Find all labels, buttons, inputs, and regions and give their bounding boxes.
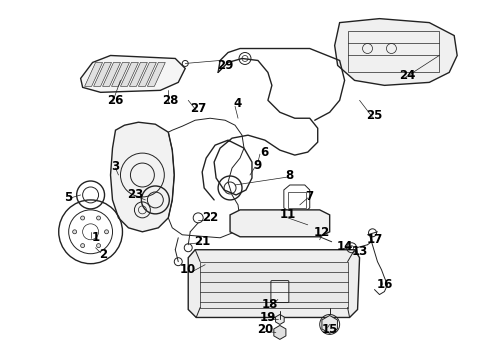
Text: 21: 21 [194,235,210,248]
Circle shape [97,244,100,248]
Text: 25: 25 [367,109,383,122]
Text: 29: 29 [217,59,233,72]
Polygon shape [85,62,102,86]
Polygon shape [200,262,347,307]
Polygon shape [274,325,286,339]
Polygon shape [230,210,330,237]
Text: 3: 3 [111,159,120,172]
Text: 24: 24 [399,69,416,82]
Circle shape [97,216,100,220]
Text: 1: 1 [92,231,99,244]
Polygon shape [112,62,129,86]
Polygon shape [335,19,457,85]
Polygon shape [188,250,360,318]
Text: 12: 12 [314,226,330,239]
Text: 5: 5 [65,192,73,204]
Text: 13: 13 [351,245,368,258]
Text: 16: 16 [376,278,392,291]
Polygon shape [129,62,147,86]
Circle shape [104,230,108,234]
Text: 14: 14 [337,240,353,253]
Text: 6: 6 [260,145,268,159]
Text: 20: 20 [257,323,273,336]
Polygon shape [102,62,121,86]
Text: 15: 15 [321,323,338,336]
Polygon shape [111,122,174,232]
Text: 27: 27 [190,102,206,115]
Polygon shape [121,62,138,86]
Text: 22: 22 [202,211,218,224]
Polygon shape [94,62,112,86]
Polygon shape [275,315,284,324]
Text: 10: 10 [180,263,196,276]
Text: 17: 17 [367,233,383,246]
Text: 23: 23 [127,188,144,202]
Text: 26: 26 [107,94,123,107]
Text: 28: 28 [162,94,178,107]
Polygon shape [147,62,165,86]
Text: 11: 11 [280,208,296,221]
Text: 2: 2 [99,248,108,261]
Text: 7: 7 [306,190,314,203]
Text: 8: 8 [286,168,294,181]
Text: 4: 4 [234,97,242,110]
Text: 18: 18 [262,298,278,311]
Polygon shape [138,62,156,86]
Circle shape [81,244,85,248]
Text: 9: 9 [254,158,262,172]
Circle shape [81,216,85,220]
Polygon shape [81,55,185,92]
Text: 19: 19 [260,311,276,324]
Circle shape [73,230,76,234]
FancyBboxPatch shape [271,280,289,302]
Polygon shape [322,315,338,333]
